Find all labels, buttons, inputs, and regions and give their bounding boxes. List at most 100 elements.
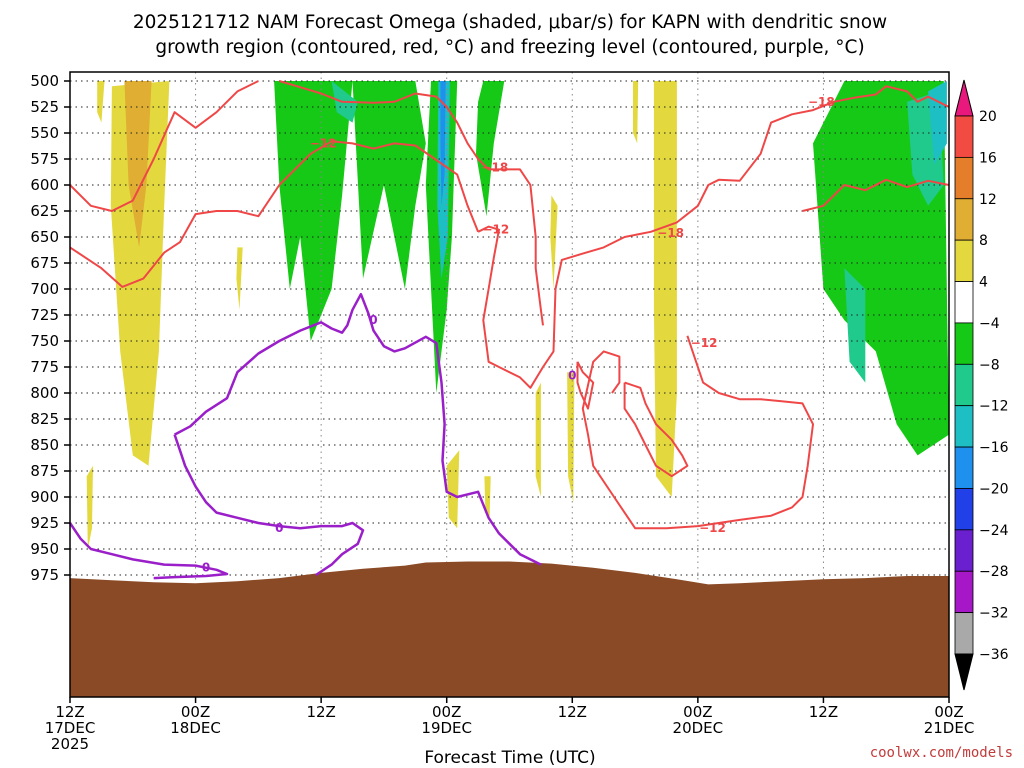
colorbar-label-5: −4 — [979, 316, 1000, 332]
omega-region-4-10 — [633, 81, 639, 144]
contour-label-6: −18 — [808, 95, 835, 109]
x-tick-label1-6: 12Z — [809, 703, 838, 721]
dendritic-contour-5 — [802, 178, 950, 212]
y-tick-label-525: 525 — [30, 98, 59, 116]
y-tick-label-925: 925 — [30, 514, 59, 532]
colorbar-label-12: −32 — [979, 606, 1009, 622]
contour-label-3: −18 — [657, 226, 684, 240]
colorbar-bin-2 — [954, 156, 974, 200]
colorbar-label-11: −28 — [979, 564, 1009, 580]
chart-title-line-1: 2025121712 NAM Forecast Omega (shaded, μ… — [133, 12, 887, 33]
contour-label-7: 0 — [568, 368, 576, 382]
ground-fill — [70, 561, 949, 697]
colorbar-bin-1 — [954, 115, 974, 158]
colorbar-bin-8 — [954, 405, 974, 448]
colorbar-bin-13 — [954, 612, 974, 655]
colorbar-label-6: −8 — [979, 357, 1000, 373]
x-tick-label1-7: 00Z — [934, 703, 963, 721]
x-tick-label2-7: 21DEC — [924, 719, 975, 737]
colorbar-bin-12 — [954, 570, 974, 614]
omega-region-2-1 — [928, 81, 947, 165]
dendritic-contour-7 — [623, 381, 689, 478]
x-tick-label1-2: 12Z — [306, 703, 335, 721]
x-tick-label1-0: 12Z — [55, 703, 84, 721]
y-tick-label-675: 675 — [30, 254, 59, 272]
omega-region-0-3 — [476, 81, 505, 217]
colorbar-bin-5 — [954, 281, 974, 324]
contour-label-5: −12 — [699, 521, 726, 535]
y-tick-label-775: 775 — [30, 358, 59, 376]
freezing-label-2: 0 — [275, 521, 283, 535]
colorbar-bin-9 — [954, 446, 974, 489]
contour-label-1: −18 — [481, 160, 508, 174]
grid-lines — [70, 72, 949, 697]
y-tick-label-950: 950 — [30, 540, 59, 558]
x-tick-label1-5: 00Z — [683, 703, 712, 721]
y-tick-label-725: 725 — [30, 306, 59, 324]
omega-region-3-0 — [440, 81, 446, 206]
dendritic-contour-1 — [69, 140, 480, 288]
omega-colorbar: 20 16 12 8 4 −4 −8 −12 −16 −20 −24 −28 −32 −36 — [954, 79, 1009, 691]
dendritic-contour-3 — [477, 85, 950, 389]
omega-region-4-5 — [484, 476, 491, 518]
colorbar-label-13: −36 — [979, 647, 1009, 663]
colorbar-label-2: 12 — [979, 192, 997, 208]
y-tick-label-625: 625 — [30, 202, 59, 220]
contour-label-0: −12 — [310, 136, 337, 150]
freezing-label-1: 0 — [369, 313, 377, 327]
dendritic-contour-6 — [576, 361, 595, 410]
omega-region-4-6 — [535, 382, 541, 497]
contour-labels: −12 −18 −12 −18 −12 −12 −18 0 0 0 0 — [202, 95, 835, 575]
colorbar-bottom-arrow — [954, 653, 974, 691]
colorbar-label-3: 8 — [979, 233, 988, 249]
colorbar-bin-11 — [954, 529, 974, 572]
colorbar-label-4: 4 — [979, 275, 988, 291]
x-tick-label1-4: 12Z — [558, 703, 587, 721]
x-axis-title: Forecast Time (UTC) — [424, 748, 595, 768]
freezing-contour-0 — [68, 522, 229, 580]
colorbar-bin-6 — [954, 322, 974, 365]
colorbar-label-1: 16 — [979, 150, 997, 166]
colorbar-label-7: −12 — [979, 399, 1009, 415]
y-tick-label-650: 650 — [30, 228, 59, 246]
y-tick-label-750: 750 — [30, 332, 59, 350]
omega-region-5-0 — [124, 81, 152, 248]
y-tick-label-600: 600 — [30, 176, 59, 194]
y-tick-label-850: 850 — [30, 436, 59, 454]
colorbar-top-arrow — [954, 79, 974, 117]
credit-text: coolwx.com/models — [870, 745, 1013, 761]
y-tick-label-550: 550 — [30, 124, 59, 142]
freezing-label-0: 0 — [202, 561, 210, 575]
contour-label-2: −12 — [483, 223, 510, 237]
x-tick-label2-1: 18DEC — [170, 719, 221, 737]
plot-frame — [69, 71, 950, 698]
y-tick-label-700: 700 — [30, 280, 59, 298]
y-tick-label-975: 975 — [30, 566, 59, 584]
terrain-ground — [70, 561, 949, 697]
y-tick-label-825: 825 — [30, 410, 59, 428]
colorbar-label-9: −20 — [979, 481, 1009, 497]
omega-region-4-7 — [550, 195, 558, 289]
colorbar-label-8: −16 — [979, 440, 1009, 456]
omega-region-4-2 — [86, 465, 93, 549]
dendritic-contour-4 — [581, 335, 814, 530]
x-tick-label2-3: 19DEC — [421, 719, 472, 737]
dendritic-contour-0 — [69, 80, 259, 212]
y-tick-label-900: 900 — [30, 488, 59, 506]
omega-region-4-8 — [567, 372, 575, 503]
y-axis-pressure: 500 525 550 575 600 625 650 675 700 725 750 775 800 8… — [30, 72, 70, 584]
omega-shading — [86, 81, 949, 549]
y-tick-label-800: 800 — [30, 384, 59, 402]
dendritic-contour-2 — [279, 80, 544, 326]
freezing-level-contours — [68, 292, 542, 580]
omega-region-4-4 — [446, 450, 460, 529]
contour-label-4: −12 — [691, 336, 718, 350]
x-tick-label1-1: 00Z — [181, 703, 210, 721]
x-tick-label3-0: 2025 — [51, 735, 89, 753]
colorbar-label-10: −24 — [979, 523, 1009, 539]
dendritic-growth-contours — [69, 80, 950, 530]
colorbar-bin-3 — [954, 198, 974, 241]
colorbar-bin-4 — [954, 239, 974, 282]
y-tick-label-875: 875 — [30, 462, 59, 480]
